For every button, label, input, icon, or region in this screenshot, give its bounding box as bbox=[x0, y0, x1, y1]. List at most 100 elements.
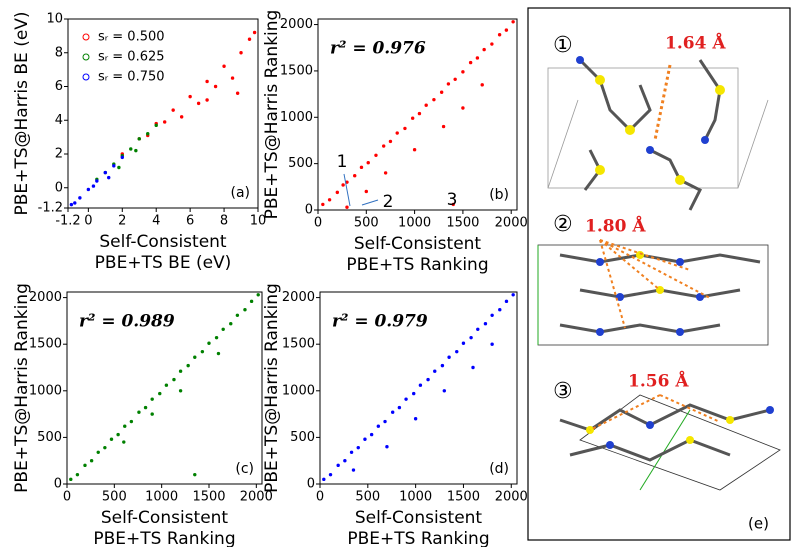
x-tick-label: 0 bbox=[314, 216, 322, 231]
point bbox=[196, 101, 201, 106]
point bbox=[343, 458, 347, 463]
x-tick-label: 10 bbox=[250, 214, 267, 229]
y-tick-label: 2000 bbox=[282, 290, 315, 305]
point bbox=[504, 299, 509, 304]
legend-marker bbox=[82, 73, 90, 81]
annotation-arrow bbox=[361, 199, 379, 206]
point bbox=[89, 458, 94, 463]
point bbox=[200, 349, 205, 354]
point bbox=[446, 82, 451, 86]
panel-label: (a) bbox=[230, 185, 250, 201]
point bbox=[109, 437, 114, 441]
point bbox=[213, 84, 218, 89]
point bbox=[383, 419, 387, 424]
point bbox=[96, 450, 100, 455]
point bbox=[137, 137, 141, 141]
legend-marker bbox=[82, 33, 90, 41]
point bbox=[86, 187, 91, 192]
point bbox=[69, 477, 73, 482]
y-axis-label: PBE+TS@Harris BE (eV) bbox=[12, 11, 32, 215]
point bbox=[83, 463, 87, 468]
point bbox=[256, 293, 260, 297]
point bbox=[511, 20, 515, 24]
point bbox=[205, 98, 209, 102]
x-tick-label: 4 bbox=[152, 214, 160, 229]
legend-label: sᵣ = 0.500 bbox=[98, 30, 165, 45]
point bbox=[137, 410, 141, 414]
point bbox=[134, 148, 138, 153]
point bbox=[235, 313, 240, 318]
point bbox=[455, 349, 459, 354]
plot-frame bbox=[66, 291, 263, 485]
point bbox=[112, 164, 116, 168]
y-tick-label: 1000 bbox=[282, 383, 315, 398]
x-tick-label: 0 bbox=[63, 490, 71, 505]
y-axis-label: PBE+TS@Harris Ranking bbox=[12, 283, 32, 493]
point bbox=[475, 56, 480, 60]
point bbox=[243, 308, 247, 312]
point bbox=[146, 132, 150, 136]
x-tick-label: 6 bbox=[186, 214, 194, 229]
point bbox=[103, 170, 108, 175]
x-tick-label: 2 bbox=[118, 214, 126, 229]
y-tick-label: 10 bbox=[46, 12, 63, 27]
point bbox=[388, 139, 393, 144]
annotation-arrow bbox=[343, 173, 351, 207]
y-tick-label: 4 bbox=[55, 113, 63, 128]
point bbox=[441, 124, 446, 129]
y-tick-label: -1.2 bbox=[38, 201, 63, 216]
x-tick-label: 500 bbox=[355, 490, 380, 505]
point bbox=[171, 108, 175, 112]
point bbox=[120, 155, 124, 160]
point bbox=[490, 42, 494, 46]
point bbox=[172, 377, 176, 382]
point bbox=[376, 424, 381, 428]
point bbox=[349, 450, 354, 455]
y-tick-label: 1500 bbox=[29, 337, 62, 352]
x-axis-label: PBE+TS BE (eV) bbox=[95, 253, 232, 273]
r-squared: r² = 0.976 bbox=[330, 39, 426, 59]
point bbox=[186, 363, 190, 368]
point bbox=[91, 184, 96, 188]
point bbox=[116, 432, 120, 437]
structure-number: ① bbox=[553, 33, 573, 58]
point bbox=[426, 377, 430, 382]
panel-label: (c) bbox=[235, 461, 254, 477]
point bbox=[397, 405, 402, 410]
point bbox=[451, 202, 455, 207]
point bbox=[390, 410, 395, 414]
point bbox=[468, 60, 473, 65]
x-axis-label: Self-Consistent bbox=[101, 508, 229, 528]
y-tick-label: 500 bbox=[290, 430, 315, 445]
point bbox=[117, 165, 121, 170]
point bbox=[461, 106, 465, 110]
point bbox=[205, 79, 209, 84]
point bbox=[385, 445, 389, 449]
point bbox=[432, 97, 436, 102]
point bbox=[150, 412, 154, 416]
panel-e-frame bbox=[527, 7, 791, 541]
plot-frame bbox=[67, 18, 259, 209]
point bbox=[471, 365, 475, 370]
point bbox=[369, 432, 374, 437]
structure-number: ② bbox=[553, 212, 573, 237]
point bbox=[69, 202, 74, 207]
x-tick-label: 1500 bbox=[447, 490, 480, 505]
point bbox=[504, 28, 509, 32]
legend-marker bbox=[82, 53, 90, 61]
point bbox=[424, 103, 428, 107]
point bbox=[403, 126, 407, 131]
point bbox=[482, 47, 486, 52]
point bbox=[123, 424, 127, 428]
point bbox=[413, 417, 418, 421]
structure-2 bbox=[537, 239, 769, 346]
point bbox=[164, 383, 169, 387]
point bbox=[335, 190, 340, 195]
legend-label: sᵣ = 0.625 bbox=[98, 50, 165, 65]
y-tick-label: 0 bbox=[307, 477, 315, 492]
point bbox=[353, 173, 357, 178]
point bbox=[366, 161, 370, 165]
point bbox=[511, 293, 515, 297]
annotation: 3 bbox=[447, 190, 458, 210]
point bbox=[395, 131, 399, 135]
